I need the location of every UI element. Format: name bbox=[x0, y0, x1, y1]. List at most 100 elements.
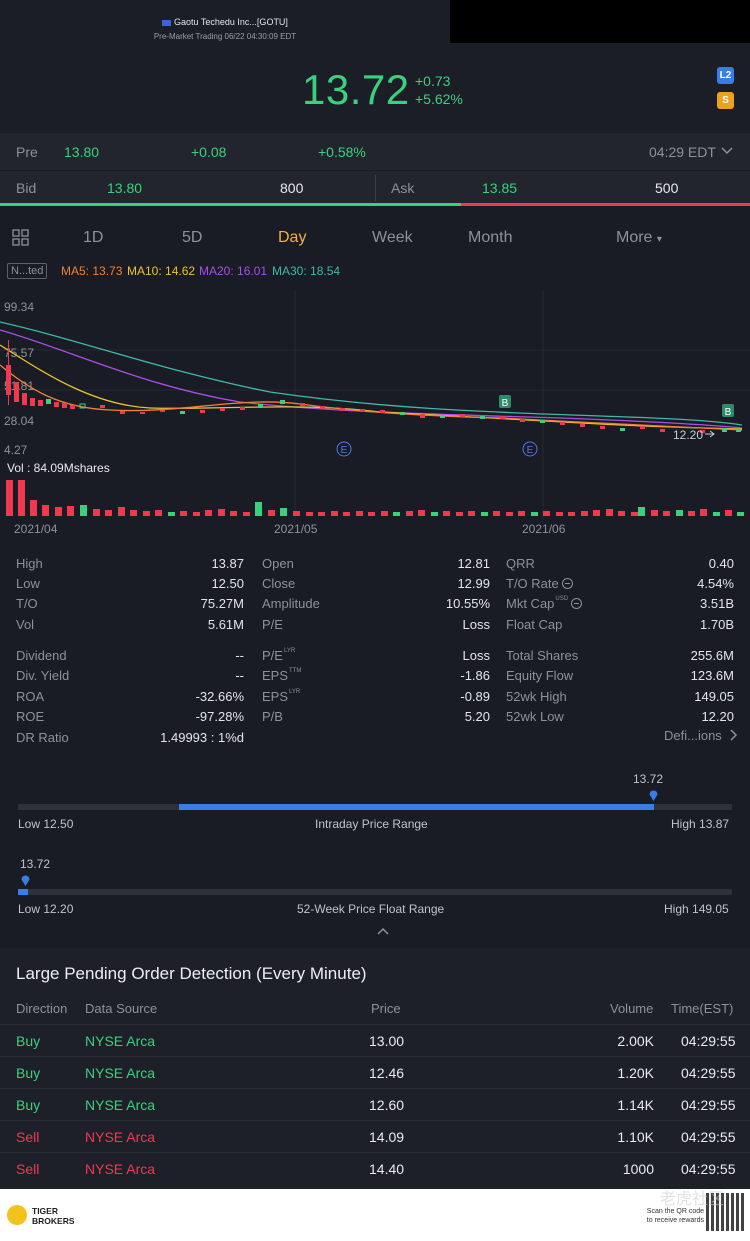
earnings-marker[interactable]: E bbox=[522, 441, 538, 457]
bid-size: 800 bbox=[280, 180, 304, 196]
caret-down-icon: ▾ bbox=[656, 234, 662, 245]
stat-tag: USD bbox=[555, 596, 569, 602]
buy-marker-label: B bbox=[502, 398, 509, 409]
short-badge[interactable]: S bbox=[717, 92, 734, 109]
stat-label: Div. Yield bbox=[16, 668, 70, 683]
tab-week[interactable]: Week bbox=[372, 229, 413, 246]
stat-value: -- bbox=[235, 668, 244, 683]
ma5-value: MA5: 13.73 bbox=[61, 264, 123, 278]
stock-title[interactable]: Gaotu Techedu Inc...[GOTU] bbox=[0, 17, 450, 27]
chevron-right-icon[interactable] bbox=[730, 729, 738, 741]
ma10-value: MA10: 14.62 bbox=[127, 264, 196, 278]
layout-grid-icon[interactable] bbox=[12, 229, 29, 246]
x-axis-label: 2021/04 bbox=[14, 522, 58, 536]
price-change: +0.73 +5.62% bbox=[415, 72, 463, 108]
stat-label: Vol bbox=[16, 617, 35, 632]
stats-panel: High 13.87 Low 12.50 T/O 75.27M Vol 5.61… bbox=[0, 548, 750, 748]
buy-marker[interactable]: B bbox=[499, 395, 511, 409]
volume-cell: 1.14K bbox=[617, 1097, 654, 1113]
y-axis-label-bottom: 4.27 bbox=[4, 443, 28, 457]
source-cell: NYSE Arca bbox=[85, 1097, 156, 1113]
volume-label: Vol : 84.09Mshares bbox=[7, 461, 110, 475]
volume-cell: 1.20K bbox=[617, 1065, 654, 1081]
market-status: Pre-Market Trading 06/22 04:30:09 EDT bbox=[153, 32, 297, 41]
bid-price: 13.80 bbox=[107, 180, 143, 196]
bid-label: Bid bbox=[16, 180, 37, 196]
buy-marker[interactable]: B bbox=[722, 404, 734, 418]
price-cell: 13.00 bbox=[369, 1033, 405, 1049]
time-cell: 04:29:55 bbox=[681, 1129, 736, 1145]
chevron-down-icon[interactable] bbox=[721, 147, 733, 155]
intraday-low: Low 12.50 bbox=[18, 817, 74, 831]
ask-label: Ask bbox=[391, 180, 415, 196]
map-pin-icon bbox=[649, 790, 658, 801]
stat-value: 255.6M bbox=[690, 648, 734, 663]
stat-tag: LYR bbox=[283, 648, 296, 654]
low-price-label: 12.20 bbox=[673, 428, 703, 442]
stat-value: 149.05 bbox=[694, 689, 734, 704]
direction-cell: Sell bbox=[16, 1129, 40, 1145]
stat-label: QRR bbox=[506, 556, 535, 571]
intraday-range-fill bbox=[179, 804, 654, 810]
stat-value: 12.50 bbox=[211, 576, 244, 591]
stat-value: 12.20 bbox=[701, 709, 734, 724]
info-icon[interactable] bbox=[571, 598, 583, 609]
ask-size: 500 bbox=[655, 180, 679, 196]
candlestick-chart[interactable]: 99.34 75.57 51.81 28.04 4.27 bbox=[0, 290, 750, 540]
us-flag-icon bbox=[162, 19, 172, 26]
adjust-mode-selector[interactable]: N...ted bbox=[7, 263, 48, 279]
tab-month[interactable]: Month bbox=[468, 229, 513, 246]
info-icon[interactable] bbox=[561, 578, 573, 589]
week52-range-fill bbox=[18, 889, 28, 895]
definitions-link[interactable]: Defi...ions bbox=[664, 728, 722, 743]
volume-cell: 2.00K bbox=[617, 1033, 654, 1049]
stat-label: Open bbox=[262, 556, 294, 571]
stat-label: Amplitude bbox=[262, 596, 320, 611]
stat-label: 52wk Low bbox=[506, 709, 564, 724]
volume-bars bbox=[6, 480, 744, 516]
map-pin-icon bbox=[21, 875, 30, 886]
stat-value: 13.87 bbox=[211, 556, 244, 571]
stat-value: 3.51B bbox=[700, 596, 734, 611]
tab-day[interactable]: Day bbox=[278, 229, 307, 246]
price-cell: 14.40 bbox=[369, 1161, 405, 1177]
pre-time: 04:29 EDT bbox=[649, 144, 716, 160]
tab-1d[interactable]: 1D bbox=[83, 229, 104, 246]
tab-5d[interactable]: 5D bbox=[182, 229, 203, 246]
ma30-value: MA30: 18.54 bbox=[272, 264, 341, 278]
y-axis-label-2: 75.57 bbox=[4, 346, 34, 360]
stat-value: 12.81 bbox=[457, 556, 490, 571]
stat-value: 123.6M bbox=[690, 668, 734, 683]
stat-value: 4.54% bbox=[697, 576, 734, 591]
stat-value: Loss bbox=[462, 648, 490, 663]
earnings-marker[interactable]: E bbox=[336, 441, 352, 457]
arrow-right-icon bbox=[705, 430, 715, 438]
source-cell: NYSE Arca bbox=[85, 1129, 156, 1145]
pre-change-percent: +0.58% bbox=[318, 144, 366, 160]
stat-label: EPSTTM bbox=[262, 668, 302, 683]
stat-label: ROE bbox=[16, 709, 45, 724]
price-cell: 12.60 bbox=[369, 1097, 405, 1113]
tab-more[interactable]: More ▾ bbox=[616, 229, 662, 247]
pre-change: +0.08 bbox=[191, 144, 227, 160]
pre-market-row[interactable]: Pre 13.80 +0.08 +0.58% 04:29 EDT bbox=[0, 133, 750, 170]
stat-label: T/O Rate bbox=[506, 576, 573, 591]
week52-range-title: 52-Week Price Float Range bbox=[297, 902, 445, 916]
stat-label: P/B bbox=[262, 709, 283, 724]
buy-marker-label: B bbox=[725, 407, 732, 418]
source-cell: NYSE Arca bbox=[85, 1065, 156, 1081]
last-price: 13.72 bbox=[302, 66, 410, 113]
chevron-up-icon[interactable] bbox=[377, 927, 389, 935]
source-cell: NYSE Arca bbox=[85, 1033, 156, 1049]
price-cell: 12.46 bbox=[369, 1065, 405, 1081]
stat-label: P/E bbox=[262, 617, 283, 632]
candles bbox=[6, 340, 741, 433]
stat-label: T/O bbox=[16, 596, 38, 611]
stat-label: Float Cap bbox=[506, 617, 563, 632]
stat-label: Total Shares bbox=[506, 648, 579, 663]
stat-tag: TTM bbox=[289, 668, 302, 674]
intraday-current-value: 13.72 bbox=[633, 772, 664, 786]
volume-cell: 1000 bbox=[622, 1161, 654, 1177]
change-value: +0.73 bbox=[415, 73, 451, 89]
level2-badge[interactable]: L2 bbox=[717, 67, 734, 84]
